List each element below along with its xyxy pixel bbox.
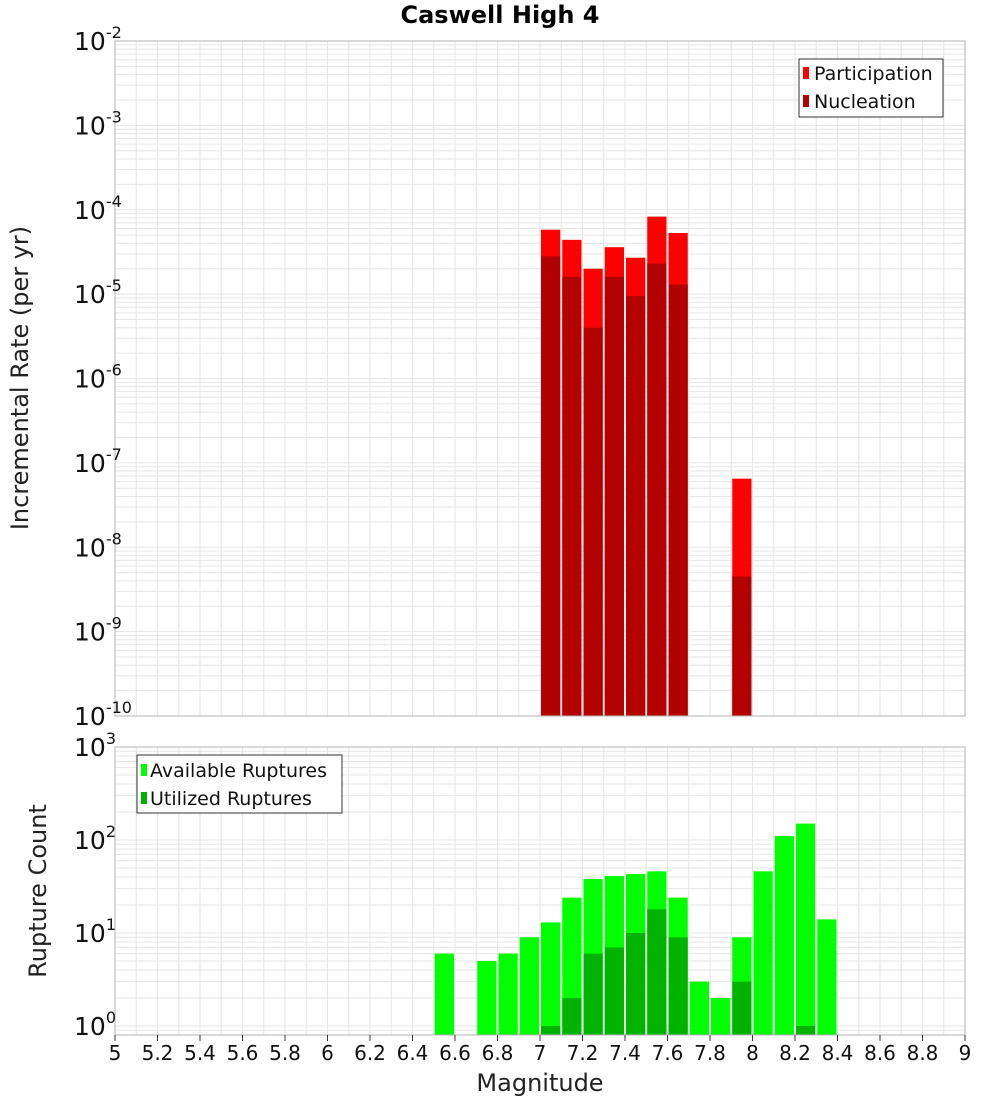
- bar-utilized-ruptures: [604, 947, 624, 1035]
- x-tick-label: 6.2: [354, 1041, 386, 1065]
- bar-nucleation: [604, 276, 624, 716]
- bar-available-ruptures: [796, 823, 816, 1035]
- bottom-legend-box: [136, 754, 343, 814]
- bar-utilized-ruptures: [541, 1025, 561, 1035]
- x-tick-label: 7.8: [694, 1041, 726, 1065]
- y-tick-label: 10-2: [74, 23, 122, 56]
- rupture-count-panel: 100 101 102 103 Rupture Count Available Rup…: [24, 729, 966, 1041]
- bar-available-ruptures: [498, 953, 518, 1035]
- top-gridlines: [114, 41, 966, 717]
- top-y-axis-label: Incremental Rate (per yr): [6, 226, 34, 530]
- bar-nucleation: [668, 284, 688, 716]
- legend-swatch-participation: [803, 67, 809, 79]
- x-tick-label: 8.2: [779, 1041, 811, 1065]
- bar-available-ruptures: [753, 871, 773, 1035]
- x-tick-label: 5.8: [269, 1041, 301, 1065]
- bar-available-ruptures: [477, 960, 497, 1035]
- legend-label-available: Available Ruptures: [150, 760, 327, 782]
- top-legend: Participation Nucleation: [798, 58, 944, 118]
- legend-swatch-available: [141, 764, 147, 776]
- legend-swatch-nucleation: [803, 95, 809, 107]
- x-tick-label: 7.6: [652, 1041, 684, 1065]
- y-tick-label: 10-4: [74, 192, 122, 225]
- x-axis-label: Magnitude: [476, 1069, 603, 1097]
- bottom-legend: Available Ruptures Utilized Ruptures: [136, 754, 343, 814]
- bar-nucleation: [541, 256, 561, 716]
- bar-available-ruptures: [711, 997, 731, 1035]
- bar-available-ruptures: [519, 937, 539, 1035]
- y-tick-label: 10-9: [74, 614, 122, 647]
- bar-utilized-ruptures: [732, 981, 752, 1035]
- x-tick-label: 5: [109, 1041, 122, 1065]
- bar-utilized-ruptures: [668, 937, 688, 1035]
- bottom-y-ticks: 100 101 102 103: [74, 729, 116, 1041]
- x-tick-label: 5.4: [184, 1041, 216, 1065]
- bar-utilized-ruptures: [796, 1025, 816, 1035]
- x-tick-label: 9: [959, 1041, 972, 1065]
- bar-available-ruptures: [817, 919, 837, 1035]
- y-tick-label: 10-8: [74, 529, 122, 562]
- x-tick-label: 5.2: [142, 1041, 174, 1065]
- legend-label-nucleation: Nucleation: [814, 91, 916, 113]
- bottom-bars: [434, 823, 837, 1035]
- incremental-rate-panel: 10-10 10-9 10-8 10-7 10-6 10-5 10-4 10-3 10-2 In…: [6, 23, 966, 731]
- x-tick-label: 8: [746, 1041, 759, 1065]
- x-tick-label: 7.2: [567, 1041, 599, 1065]
- bar-nucleation: [583, 327, 603, 716]
- x-tick-label: 6.4: [397, 1041, 429, 1065]
- y-tick-label: 103: [74, 729, 116, 762]
- chart-title: Caswell High 4: [401, 1, 600, 29]
- x-tick-label: 8.8: [907, 1041, 939, 1065]
- bar-utilized-ruptures: [647, 909, 667, 1035]
- x-axis-ticks: 5 5.2 5.4 5.6 5.8 6 6.2 6.4 6.6 6.8 7 7.2 7.4 7.6 7.8 8…: [109, 1035, 972, 1065]
- bar-nucleation: [562, 276, 582, 716]
- top-plot-frame: [114, 40, 966, 717]
- x-tick-label: 5.6: [227, 1041, 259, 1065]
- top-legend-box: [798, 58, 944, 118]
- bottom-y-axis-label: Rupture Count: [24, 804, 52, 978]
- y-tick-label: 101: [74, 915, 116, 948]
- legend-label-utilized: Utilized Ruptures: [150, 788, 312, 810]
- y-tick-label: 10-10: [74, 698, 132, 731]
- bar-nucleation: [732, 576, 752, 716]
- bar-available-ruptures: [689, 981, 709, 1035]
- x-tick-label: 6.6: [439, 1041, 471, 1065]
- y-tick-label: 10-3: [74, 107, 122, 140]
- x-tick-label: 8.6: [864, 1041, 896, 1065]
- bar-utilized-ruptures: [562, 997, 582, 1035]
- y-tick-label: 10-5: [74, 276, 122, 309]
- bar-available-ruptures: [774, 836, 794, 1035]
- bar-utilized-ruptures: [626, 932, 646, 1035]
- top-y-ticks: 10-10 10-9 10-8 10-7 10-6 10-5 10-4 10-3 10-2: [74, 23, 132, 731]
- x-tick-label: 8.4: [822, 1041, 854, 1065]
- bar-available-ruptures: [434, 953, 454, 1035]
- x-tick-label: 7.4: [609, 1041, 641, 1065]
- y-tick-label: 10-7: [74, 445, 122, 478]
- y-tick-label: 100: [74, 1008, 116, 1041]
- legend-swatch-utilized: [141, 792, 147, 804]
- x-tick-label: 6: [321, 1041, 334, 1065]
- bar-available-ruptures: [541, 922, 561, 1035]
- bar-utilized-ruptures: [583, 953, 603, 1035]
- top-bars: [541, 216, 752, 717]
- bar-nucleation: [626, 296, 646, 716]
- x-tick-label: 6.8: [482, 1041, 514, 1065]
- legend-label-participation: Participation: [814, 63, 933, 85]
- y-tick-label: 102: [74, 822, 116, 855]
- y-tick-label: 10-6: [74, 361, 122, 394]
- bar-nucleation: [647, 263, 667, 716]
- x-tick-label: 7: [534, 1041, 547, 1065]
